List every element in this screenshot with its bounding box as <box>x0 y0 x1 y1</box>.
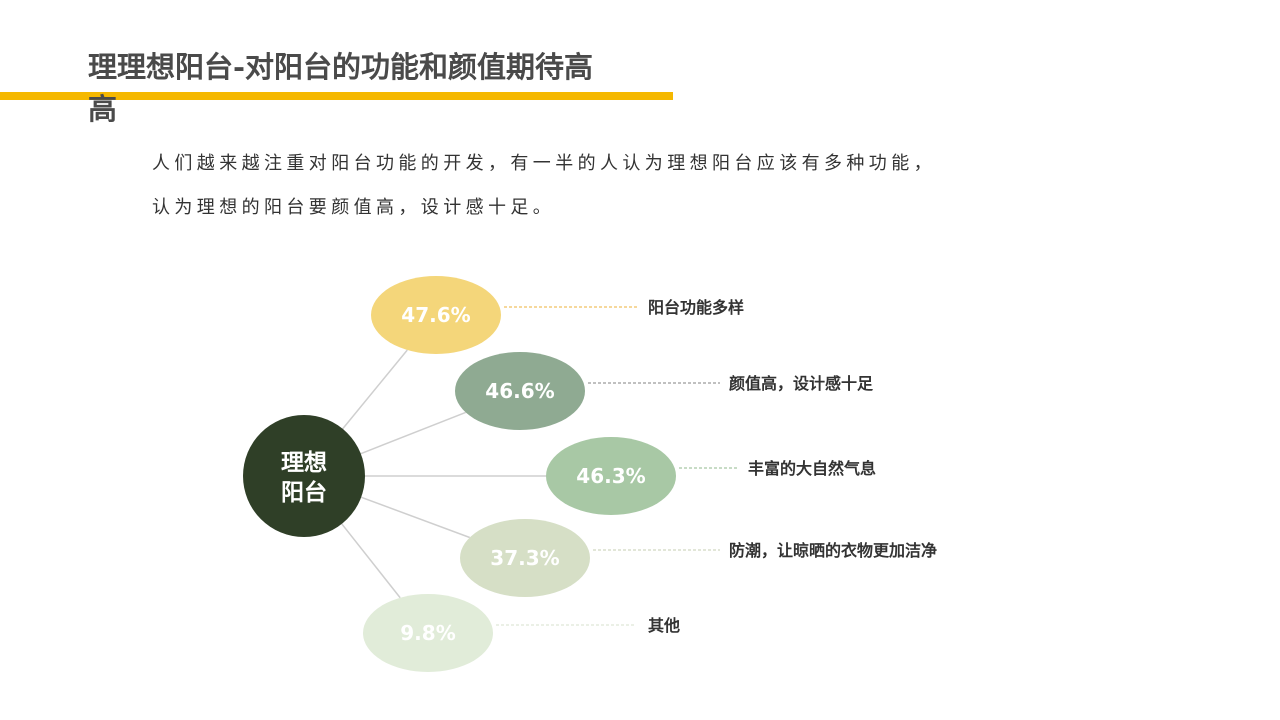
item-label-4: 防潮，让晾晒的衣物更加洁净 <box>729 541 937 560</box>
value-text-4: 37.3% <box>490 546 559 570</box>
connector-line-1 <box>340 349 408 431</box>
description-text: 人们越来越注重对阳台功能的开发，有一半的人认为理想阳台应该有多种功能， 认为理想… <box>152 142 1052 230</box>
value-bubbles: 47.6% 46.6% 46.3% 37.3% 9.8% <box>363 276 676 672</box>
center-node: 理想 阳台 <box>243 415 365 537</box>
leader-lines <box>496 306 738 626</box>
item-label-3: 丰富的大自然气息 <box>748 459 876 478</box>
value-text-2: 46.6% <box>485 379 554 403</box>
value-text-1: 47.6% <box>401 303 470 327</box>
description-line-2: 认为理想的阳台要颜值高，设计感十足。 <box>152 197 556 218</box>
value-bubble-2 <box>455 352 585 430</box>
item-label-5: 其他 <box>648 616 680 635</box>
value-bubble-4 <box>460 519 590 597</box>
value-text-5: 9.8% <box>400 621 455 645</box>
connector-line-4 <box>359 495 470 539</box>
description-line-1: 人们越来越注重对阳台功能的开发，有一半的人认为理想阳台应该有多种功能， <box>152 153 936 174</box>
connector-line-2 <box>358 411 466 456</box>
connector-lines <box>339 349 546 599</box>
connector-line-5 <box>339 521 401 599</box>
value-text-3: 46.3% <box>576 464 645 488</box>
item-label-1: 阳台功能多样 <box>648 298 744 317</box>
item-label-2: 颜值高，设计感十足 <box>729 374 874 393</box>
value-bubble-5 <box>363 594 493 672</box>
page-title: 理理想阳台-对阳台的功能和颜值期待高高 <box>88 50 594 126</box>
value-bubble-3 <box>546 437 676 515</box>
title-accent-bar <box>0 92 673 100</box>
center-circle <box>243 415 365 537</box>
center-label-line-2: 阳台 <box>281 479 327 506</box>
center-label-line-1: 理想 <box>281 450 327 476</box>
value-bubble-1 <box>371 276 501 354</box>
